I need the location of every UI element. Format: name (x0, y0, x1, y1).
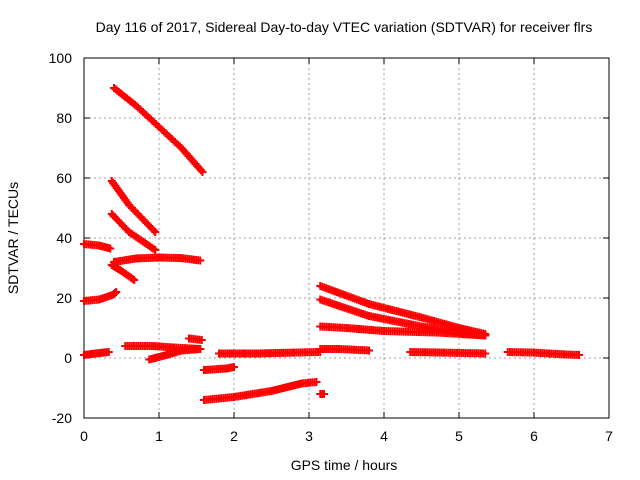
data-points (80, 84, 583, 404)
data-point (365, 346, 373, 355)
x-tick-label: 1 (155, 428, 163, 444)
x-tick-label: 2 (230, 428, 238, 444)
data-point (481, 331, 490, 340)
data-point (149, 226, 158, 235)
series-arc-8 (80, 348, 113, 359)
x-tick-label: 5 (455, 428, 463, 444)
y-tick-label: 0 (64, 350, 72, 366)
x-tick-label: 3 (305, 428, 313, 444)
data-point (481, 349, 490, 358)
x-tick-label: 7 (605, 428, 613, 444)
data-point (198, 168, 207, 176)
data-point (112, 288, 121, 296)
data-point (196, 256, 205, 265)
data-point (197, 166, 206, 175)
series-arc-10 (145, 345, 205, 364)
series-arc-21 (503, 348, 583, 359)
x-tick-label: 0 (80, 428, 88, 444)
data-point (320, 390, 328, 398)
data-point (128, 274, 137, 283)
x-axis-ticks: 0 1 2 3 4 5 6 7 (80, 58, 613, 444)
series-arc-12 (200, 363, 238, 374)
series-arc-7 (80, 288, 121, 305)
series-arc-2 (107, 177, 160, 236)
data-point (575, 351, 583, 359)
y-axis-ticks: -20 0 20 40 60 80 100 (49, 50, 609, 426)
y-tick-label: 100 (49, 50, 73, 66)
series-arc-15 (215, 348, 325, 358)
y-tick-label: 80 (56, 110, 72, 126)
data-point (104, 348, 113, 356)
y-tick-label: 60 (56, 170, 72, 186)
x-axis-label: GPS time / hours (291, 457, 398, 473)
y-tick-label: 40 (56, 230, 72, 246)
series-arc-6 (107, 261, 139, 284)
series-arc-13 (200, 378, 321, 404)
series-arc-20 (406, 348, 490, 358)
series-arc-5 (110, 253, 205, 266)
series-arc-19 (316, 322, 490, 340)
data-point (151, 246, 160, 254)
data-point (151, 228, 160, 236)
y-tick-label: 20 (56, 290, 72, 306)
x-tick-label: 6 (530, 428, 538, 444)
chart-title: Day 116 of 2017, Sidereal Day-to-day VTE… (96, 19, 593, 35)
data-point (197, 336, 206, 344)
data-point (106, 244, 115, 253)
data-point (196, 345, 205, 353)
data-point (312, 378, 321, 386)
y-axis-label: SDTVAR / TECUs (5, 182, 21, 294)
series-arc-4 (80, 240, 115, 253)
x-tick-label: 4 (380, 428, 388, 444)
data-point (230, 363, 238, 371)
series-arc-16 (316, 345, 373, 355)
y-tick-label: -20 (52, 410, 72, 426)
series-arc-11 (185, 334, 206, 344)
series-arc-14 (316, 390, 328, 398)
series-arc-1 (110, 84, 207, 176)
series-arc-3 (107, 210, 160, 254)
data-point (130, 276, 139, 284)
grid (84, 58, 609, 418)
